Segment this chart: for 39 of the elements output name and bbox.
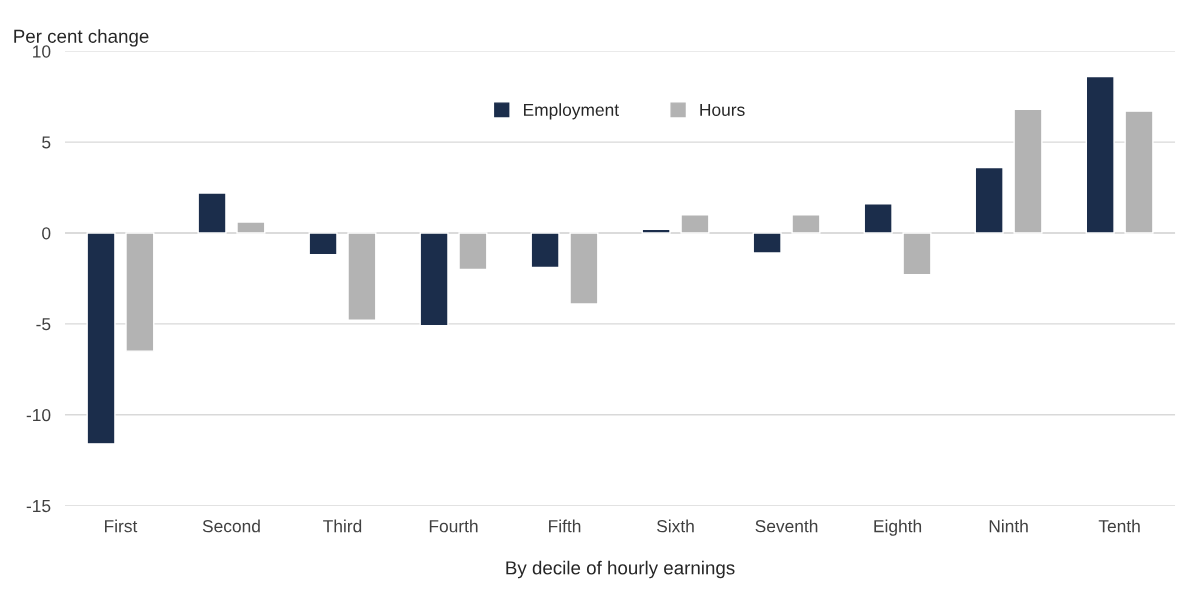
bar: [641, 228, 671, 234]
legend-label: Hours: [700, 103, 745, 116]
bar: [974, 166, 1004, 234]
bar: [530, 232, 560, 269]
bar: [86, 232, 116, 445]
x-tick-label: Tenth: [1098, 519, 1140, 533]
bar: [680, 214, 710, 234]
x-tick-label: First: [105, 519, 138, 533]
x-axis-title: By decile of hourly earnings: [506, 560, 735, 579]
y-tick-label: -10: [26, 408, 51, 422]
y-tick-label: -5: [36, 318, 51, 331]
legend-label: Employment: [524, 103, 619, 120]
y-tick-label: 10: [33, 45, 51, 58]
y-tick-label: 5: [42, 136, 51, 149]
bar: [863, 203, 893, 234]
y-tick-label: 0: [42, 227, 51, 240]
bar: [308, 232, 338, 256]
bar: [791, 214, 821, 234]
bar: [125, 232, 155, 352]
x-tick-label: Fourth: [429, 519, 478, 533]
x-tick-label: Ninth: [989, 519, 1028, 533]
x-tick-label: Seventh: [755, 519, 818, 533]
bar: [569, 232, 599, 305]
x-tick-label: Fifth: [549, 519, 581, 533]
bar: [1124, 110, 1154, 234]
y-tick-label: -15: [26, 500, 51, 513]
bar: [902, 232, 932, 276]
x-tick-label: Third: [323, 519, 362, 533]
bar: [1013, 108, 1043, 234]
bar: [458, 232, 488, 271]
bar: [1085, 75, 1115, 234]
bar: [347, 232, 377, 321]
x-tick-label: Eighth: [874, 519, 922, 536]
bar: [752, 232, 782, 254]
bar: [197, 192, 227, 234]
bar: [419, 232, 449, 327]
x-tick-label: Sixth: [657, 519, 694, 533]
bar: [236, 221, 266, 234]
x-tick-label: Second: [202, 519, 260, 533]
